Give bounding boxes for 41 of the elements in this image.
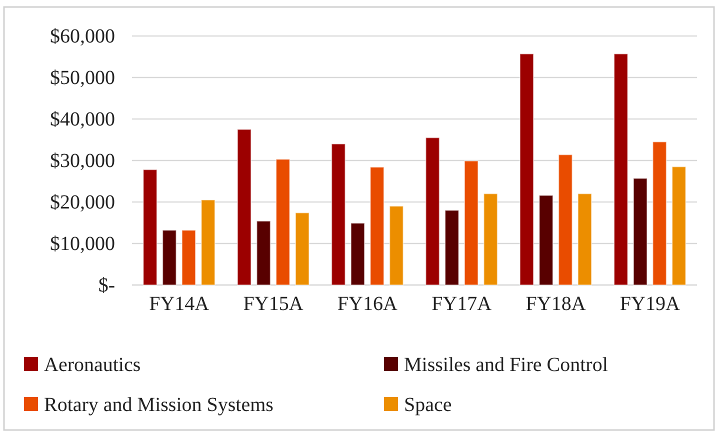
bar: [425, 137, 440, 286]
bar: [389, 206, 404, 286]
x-tick-label: FY18A: [526, 293, 586, 315]
y-tick-label: $-: [98, 274, 115, 296]
bar: [464, 160, 479, 286]
x-tick-label: FY15A: [243, 293, 304, 315]
bar: [483, 193, 498, 286]
legend-label: Aeronautics: [44, 354, 141, 376]
bar: [444, 210, 460, 286]
y-tick-label: $10,000: [50, 232, 115, 255]
x-tick-label: FY14A: [149, 293, 210, 315]
legend-label: Rotary and Mission Systems: [44, 394, 274, 416]
bar: [181, 230, 196, 286]
x-tick-label: FY17A: [432, 293, 492, 315]
bar: [519, 53, 534, 286]
bar: [276, 158, 290, 286]
bar: [200, 199, 216, 286]
legend-label: Missiles and Fire Control: [404, 354, 608, 376]
bar: [142, 169, 158, 286]
bar: [538, 194, 554, 286]
bar: [652, 141, 667, 286]
bar: [370, 166, 384, 286]
bar: [236, 128, 252, 286]
bar: [162, 230, 177, 286]
x-tick-label: FY16A: [337, 293, 398, 315]
bar: [331, 143, 346, 286]
bar: [672, 166, 686, 286]
bar: [614, 53, 628, 286]
bar: [577, 193, 592, 286]
y-tick-label: $60,000: [50, 25, 115, 48]
bar: [256, 220, 271, 286]
bar: [632, 178, 648, 286]
y-tick-label: $50,000: [50, 66, 115, 89]
bar: [558, 154, 573, 286]
legend-label: Space: [404, 394, 452, 416]
bar: [350, 222, 366, 286]
x-tick-label: FY19A: [620, 293, 680, 315]
y-tick-label: $40,000: [50, 108, 115, 130]
y-tick-label: $20,000: [50, 191, 115, 214]
bar: [294, 212, 310, 286]
y-tick-label: $30,000: [50, 150, 115, 172]
